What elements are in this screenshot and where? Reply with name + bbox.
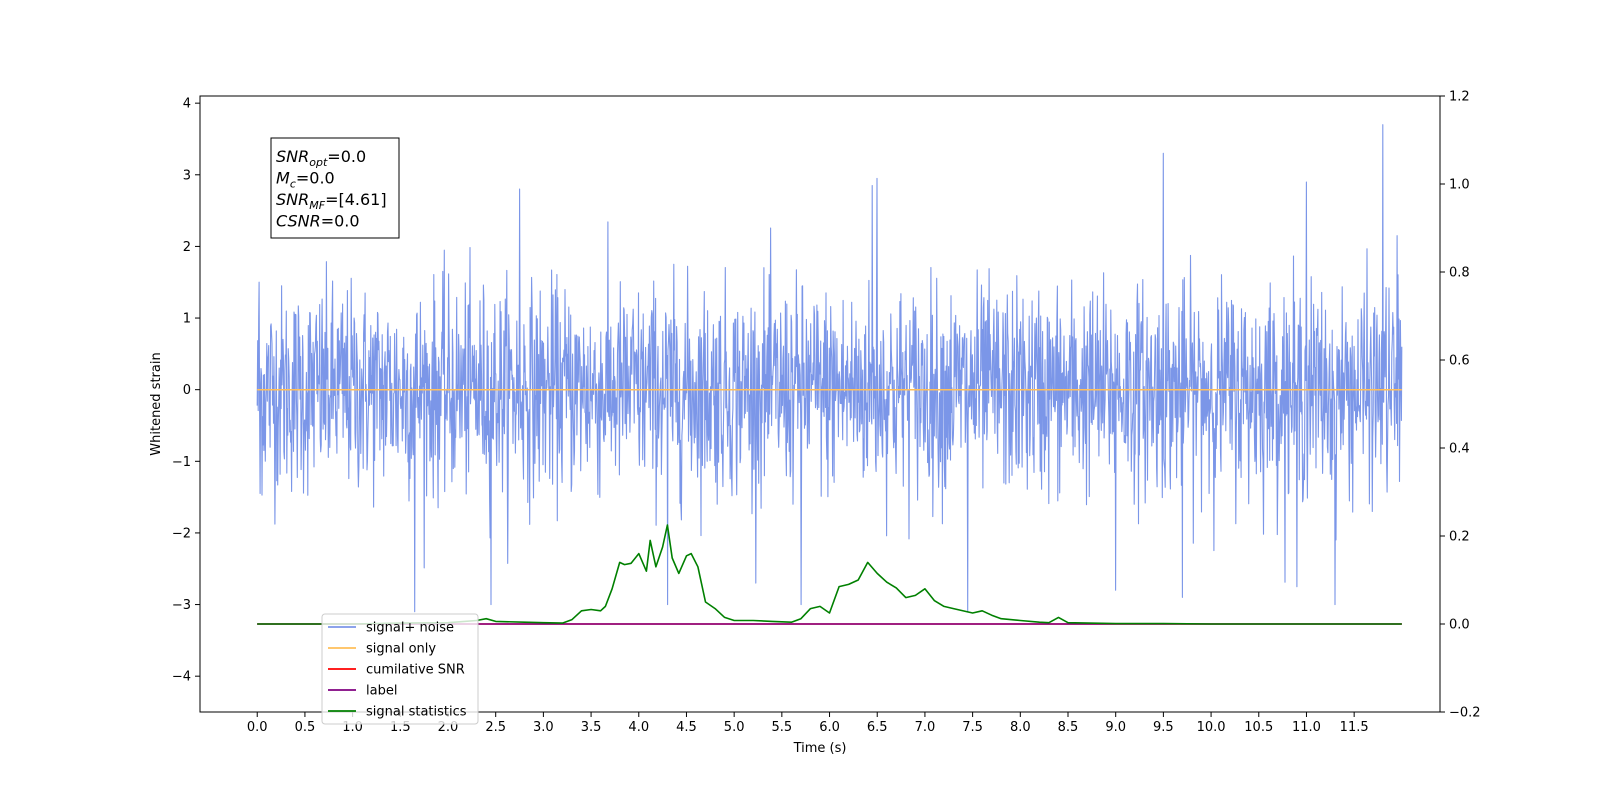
y-axis-right: −0.2 0.0 0.2 0.4 0.6 0.8 1.0 1.2 — [1440, 90, 1481, 721]
annotation-line: SNRMF=[4.61] — [276, 190, 387, 212]
x-tick-label: 0.5 — [295, 720, 316, 735]
x-tick-label: 3.5 — [581, 720, 602, 735]
x-tick-label: 6.0 — [819, 720, 840, 735]
x-tick-label: 5.0 — [724, 720, 745, 735]
y2-tick-label: −0.2 — [1449, 706, 1481, 721]
y2-tick-label: 1.2 — [1449, 90, 1470, 105]
x-tick-label: 8.0 — [1010, 720, 1031, 735]
x-tick-label: 10.0 — [1197, 720, 1226, 735]
x-tick-label: 7.5 — [962, 720, 983, 735]
y-axis-label: Whitened strain — [149, 352, 164, 455]
annotation-line: CSNR=0.0 — [276, 212, 360, 231]
y-tick-label: 4 — [183, 97, 191, 112]
y2-tick-label: 0.6 — [1449, 354, 1470, 369]
x-tick-label: 3.0 — [533, 720, 554, 735]
x-tick-label: 9.0 — [1105, 720, 1126, 735]
y-tick-label: 2 — [183, 240, 191, 255]
x-axis: 0.0 0.5 1.0 1.5 2.0 2.5 3.0 3.5 4.0 4.5 5.0 5.5 6.0 6… — [247, 712, 1369, 735]
x-tick-label: 9.5 — [1153, 720, 1174, 735]
x-tick-label: 11.5 — [1340, 720, 1369, 735]
y-tick-label: −2 — [172, 526, 191, 541]
legend-entry-label: cumilative SNR — [366, 663, 465, 678]
y-tick-label: 1 — [183, 312, 191, 327]
series-signal-statistics-line — [257, 524, 1402, 625]
y-tick-label: −1 — [172, 455, 191, 470]
x-tick-label: 5.5 — [772, 720, 793, 735]
legend-entry-label: signal statistics — [366, 705, 467, 720]
x-tick-label: 11.0 — [1292, 720, 1321, 735]
y2-tick-label: 0.4 — [1449, 442, 1470, 457]
y2-tick-label: 1.0 — [1449, 178, 1470, 193]
y2-tick-label: 0.8 — [1449, 266, 1470, 281]
plot-frame — [199, 95, 1441, 713]
legend-entry-label: signal+ noise — [366, 621, 454, 636]
series-signal-noise-line — [256, 124, 1403, 613]
legend-frame — [321, 613, 479, 725]
y2-tick-label: 0.2 — [1449, 530, 1470, 545]
x-tick-label: 4.0 — [628, 720, 649, 735]
x-tick-label: 10.5 — [1244, 720, 1273, 735]
x-tick-label: 8.5 — [1058, 720, 1079, 735]
y-axis-left: −4 −3 −2 −1 0 1 2 3 4 — [172, 97, 200, 685]
y-tick-label: −4 — [172, 670, 191, 685]
x-tick-label: 2.5 — [485, 720, 506, 735]
x-tick-label: 6.5 — [867, 720, 888, 735]
x-tick-label: 0.0 — [247, 720, 268, 735]
x-tick-label: 4.5 — [676, 720, 697, 735]
y-tick-label: −3 — [172, 598, 191, 613]
y2-tick-label: 0.0 — [1449, 618, 1470, 633]
y-tick-label: 0 — [183, 383, 191, 398]
y-tick-label: 3 — [183, 168, 191, 183]
legend-entry-label: signal only — [366, 642, 436, 657]
legend: signal+ noise signal only cumilative SNR la… — [321, 613, 479, 725]
x-axis-label: Time (s) — [793, 741, 847, 756]
legend-entry-label: label — [366, 684, 397, 699]
x-tick-label: 7.0 — [915, 720, 936, 735]
annotation-line: Mc=0.0 — [276, 169, 335, 191]
annotation-frame — [270, 137, 400, 239]
annotation-line: SNRopt=0.0 — [276, 147, 366, 169]
